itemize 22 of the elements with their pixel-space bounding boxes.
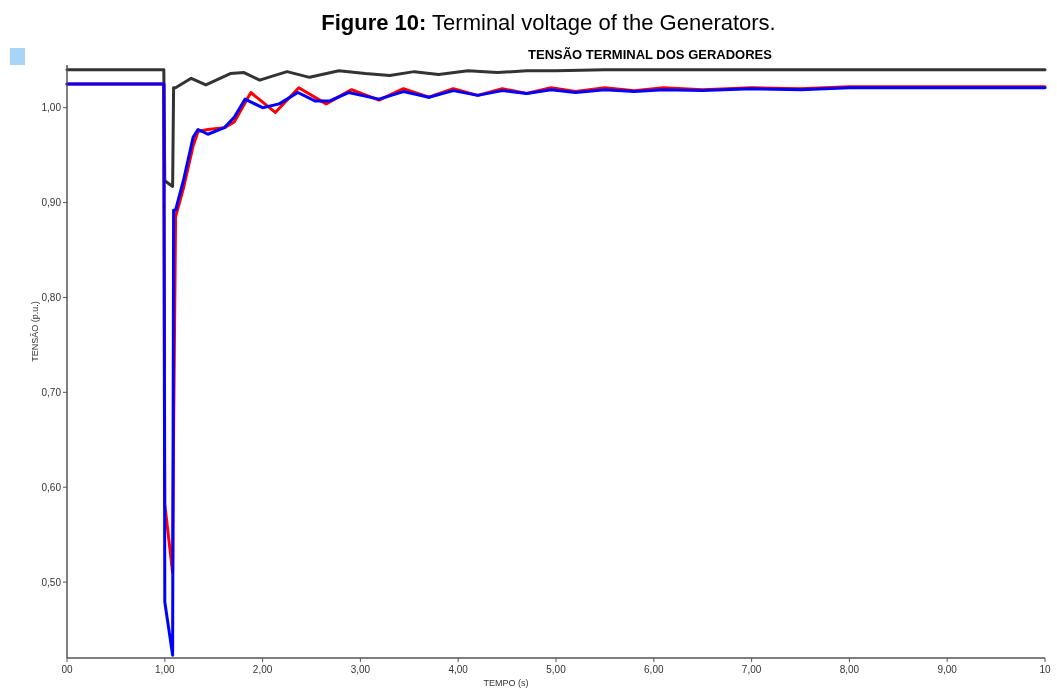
chart-title: Figure 10: Terminal voltage of the Generators. (321, 10, 776, 35)
x-axis-title: TEMPO (s) (483, 678, 529, 688)
y-tick-label: 0,90 (41, 197, 62, 209)
line-series (65, 68, 1047, 188)
x-tick-label: 1,00 (155, 664, 175, 675)
y-tick-label: 0,60 (41, 481, 62, 493)
x-tick-label: 10 (1039, 664, 1051, 675)
y-tick-label: 1,00 (41, 102, 62, 114)
y-tick-label: 0,80 (41, 291, 62, 303)
x-tick-label: 00 (61, 664, 73, 675)
x-tick-label: 4,00 (448, 664, 469, 675)
x-tick-label: 8,00 (839, 664, 860, 675)
y-tick-label: 0,50 (41, 576, 62, 588)
x-tick-label: 2,00 (252, 664, 273, 675)
y-axis-title: TENSÃO (p.u.) (30, 301, 40, 362)
x-tick-label: 6,00 (644, 664, 664, 675)
chart-subtitle: TENSÃO TERMINAL DOS GERADORES (528, 47, 773, 62)
x-tick-label: 7,00 (741, 664, 762, 675)
x-tick-label: 3,00 (350, 664, 371, 675)
x-tick-label: 9,00 (937, 664, 958, 675)
y-tick-label: 0,70 (41, 386, 62, 398)
x-tick-label: 5,00 (546, 664, 567, 675)
